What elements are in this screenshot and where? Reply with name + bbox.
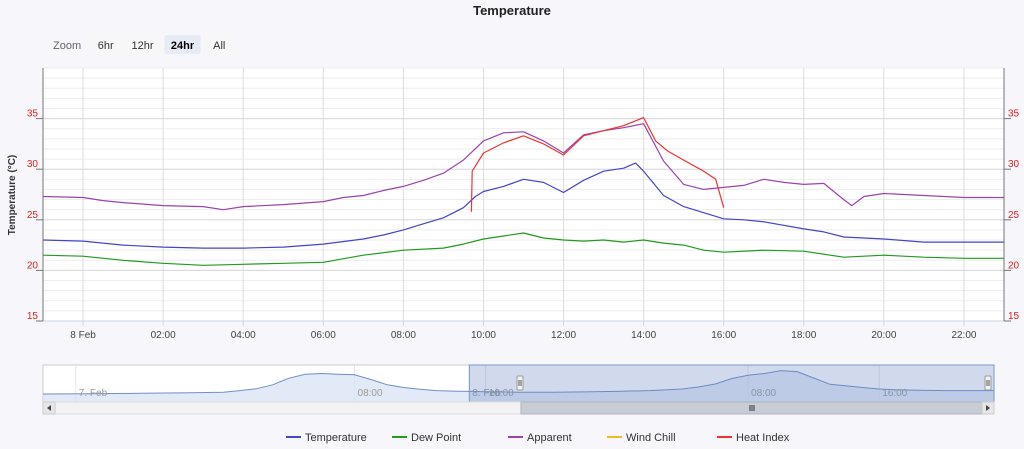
legend-item-label: Temperature [305,432,367,444]
series-line-heat-index [470,116,725,212]
series-line-apparent [42,123,1004,211]
zoom-button-all[interactable]: All [204,35,235,54]
y-tick-label-left: 15 [27,311,39,322]
chart-title: Temperature [473,3,551,18]
navigator-series-area [43,370,994,402]
legend-item-dew-point[interactable]: Dew Point [392,432,461,444]
x-axis: 8 Feb 02:00 04:00 06:00 08:00 10:00 12:00 14:00… [70,321,977,341]
navigator-axis-label: 16:00 [882,388,907,399]
x-tick-label: 08:00 [391,330,416,341]
zoom-button-label: All [213,40,225,52]
x-tick-label: 06:00 [311,330,336,341]
x-tick-label: 20:00 [871,330,896,341]
navigator-handle-left[interactable] [516,375,524,391]
x-tick-label: 04:00 [231,330,256,341]
legend-item-apparent[interactable]: Apparent [508,432,572,444]
scrollbar-right-arrow-icon [986,405,990,411]
navigator-handle-right[interactable] [984,375,992,391]
zoom-button-label: 6hr [98,40,114,52]
x-tick-label: 8 Feb [70,330,96,341]
navigator-series-line [42,370,994,395]
x-tick-label: 18:00 [791,330,816,341]
navigator-axis-label: 08:00 [358,388,383,399]
navigator[interactable]: 7. Feb 08:00 16:008. Feb 08:00 16:00 [42,364,995,403]
zoom-button-12hr[interactable]: 12hr [124,35,161,54]
y-tick-label-left: 25 [27,210,39,221]
legend: Temperature Dew Point Apparent Wind Chill He… [286,432,790,444]
legend-item-label: Apparent [527,432,572,444]
y-tick-label-right: 35 [1008,109,1020,120]
zoom-button-label: 24hr [171,40,195,52]
navigator-axis-label: 8. Feb [472,388,501,399]
legend-item-label: Wind Chill [626,432,676,444]
series-line-dew-point [42,232,1004,266]
y-tick-label-left: 35 [27,109,39,120]
zoom-button-label: 12hr [131,40,153,52]
legend-item-label: Dew Point [411,432,461,444]
plot-background [43,68,1004,321]
series-lines [42,116,1004,266]
navigator-axis-label: 16:00 [489,388,514,399]
scrollbar[interactable] [42,401,995,415]
zoom-button-24hr[interactable]: 24hr [164,35,201,54]
y-tick-label-left: 20 [27,260,39,271]
y-tick-label-right: 15 [1008,311,1020,322]
scrollbar-left-arrow-icon [47,405,51,411]
scrollbar-grip-icon [749,405,755,411]
x-tick-label: 16:00 [711,330,736,341]
legend-item-wind-chill[interactable]: Wind Chill [607,432,676,444]
legend-item-temperature[interactable]: Temperature [286,432,367,444]
range-selector: Zoom 6hr 12hr 24hr All [53,35,234,54]
zoom-label: Zoom [53,40,81,52]
y-axis: 15 15 20 20 25 25 30 30 35 35 [27,109,1020,322]
y-tick-label-right: 25 [1008,210,1020,221]
series-line-temperature [42,162,1004,249]
zoom-button-6hr[interactable]: 6hr [91,35,121,54]
x-tick-label: 12:00 [551,330,576,341]
navigator-axis-label: 7. Feb [79,388,108,399]
x-tick-label: 14:00 [631,330,656,341]
x-tick-label: 02:00 [151,330,176,341]
plot-area: 8 Feb 02:00 04:00 06:00 08:00 10:00 12:00 14:00… [7,67,1020,341]
navigator-axis-label: 08:00 [751,388,776,399]
y-tick-label-right: 20 [1008,260,1020,271]
x-tick-label: 22:00 [951,330,976,341]
legend-item-heat-index[interactable]: Heat Index [717,432,790,444]
y-tick-label-right: 30 [1008,159,1020,170]
y-tick-label-left: 30 [27,159,39,170]
y-axis-title: Temperature (°C) [7,155,18,236]
navigator-selection[interactable] [468,364,995,403]
legend-item-label: Heat Index [736,432,790,444]
x-tick-label: 10:00 [471,330,496,341]
